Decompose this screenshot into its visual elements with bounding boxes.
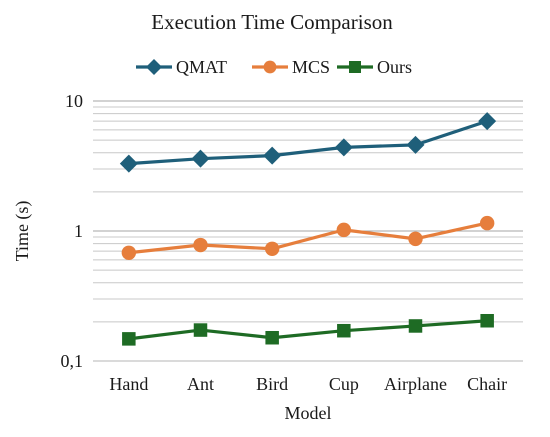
data-point-qmat <box>334 138 353 157</box>
x-tick-label: Hand <box>109 374 148 394</box>
series-line-ours <box>128 319 488 341</box>
data-point-ours <box>337 323 351 338</box>
x-tick-label: Chair <box>467 374 507 394</box>
y-tick-label: 10 <box>65 91 83 111</box>
y-tick-label: 0,1 <box>61 351 84 371</box>
legend-item-mcs: MCS <box>252 57 330 77</box>
y-tick-label: 1 <box>74 221 83 241</box>
data-point-mcs <box>408 231 423 247</box>
data-point-ours <box>480 313 494 328</box>
legend-label-qmat: QMAT <box>176 57 227 77</box>
series-layer <box>119 112 497 346</box>
data-point-mcs <box>121 245 137 260</box>
data-point-mcs <box>336 222 352 238</box>
series-qmat <box>119 112 497 173</box>
legend-label-ours: Ours <box>377 57 412 77</box>
data-point-qmat <box>406 135 425 154</box>
legend-item-ours: Ours <box>337 57 412 77</box>
x-axis-title: Model <box>285 403 332 423</box>
x-tick-labels: Hand Ant Bird Cup Airplane Chair <box>109 374 507 394</box>
data-point-ours <box>265 330 279 345</box>
y-axis-title: Time (s) <box>12 201 33 262</box>
data-point-qmat <box>263 146 282 165</box>
data-point-ours <box>122 332 136 346</box>
data-point-mcs <box>479 215 495 231</box>
series-ours <box>122 313 494 346</box>
series-mcs <box>121 215 495 260</box>
x-tick-label: Ant <box>187 374 214 394</box>
legend: QMAT MCS Ours <box>136 57 412 77</box>
x-tick-label: Bird <box>256 374 288 394</box>
gridlines <box>93 100 523 323</box>
legend-marker-mcs <box>263 60 277 74</box>
series-line-qmat <box>128 119 488 166</box>
data-point-qmat <box>119 154 138 173</box>
data-point-mcs <box>193 237 208 253</box>
legend-label-mcs: MCS <box>292 57 330 77</box>
series-line-mcs <box>128 221 488 255</box>
data-point-ours <box>193 323 208 337</box>
legend-marker-qmat <box>146 59 162 75</box>
legend-item-qmat: QMAT <box>136 57 227 77</box>
data-point-qmat <box>191 149 210 168</box>
x-tick-label: Airplane <box>384 374 447 394</box>
data-point-ours <box>408 319 423 333</box>
chart-title: Execution Time Comparison <box>151 10 393 34</box>
data-point-qmat <box>478 112 497 131</box>
legend-marker-ours <box>349 61 361 73</box>
y-tick-labels: 10 1 0,1 <box>61 91 84 371</box>
data-point-mcs <box>264 241 280 256</box>
x-tick-label: Cup <box>329 374 359 394</box>
